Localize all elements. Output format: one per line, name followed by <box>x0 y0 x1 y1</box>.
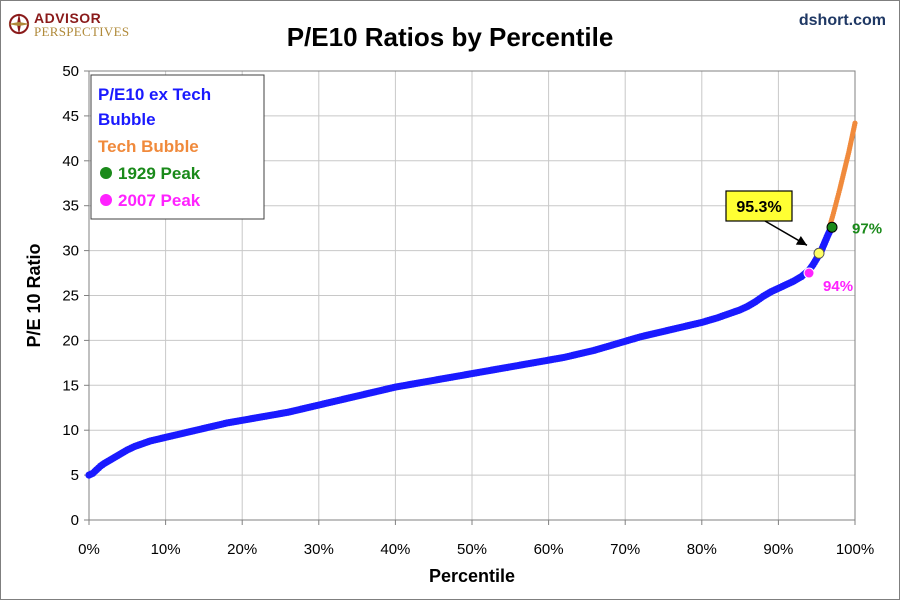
peak-1929-label: 97% <box>852 220 882 237</box>
y-tick-label: 20 <box>62 332 79 349</box>
x-tick-label: 90% <box>763 541 793 558</box>
legend-2007-peak-dot <box>100 194 112 206</box>
x-tick-label: 50% <box>457 541 487 558</box>
y-tick-label: 15 <box>62 377 79 394</box>
x-tick-label: 10% <box>151 541 181 558</box>
x-tick-label: 30% <box>304 541 334 558</box>
x-tick-label: 60% <box>534 541 564 558</box>
y-tick-label: 25 <box>62 288 79 305</box>
callout-box <box>725 190 793 222</box>
legend-1929-peak: 1929 Peak <box>118 164 201 183</box>
y-tick-label: 40 <box>62 153 79 170</box>
legend-ex-tech-line2: Bubble <box>98 110 156 129</box>
y-tick-label: 35 <box>62 198 79 215</box>
logo-text-bottom: PERSPECTIVES <box>34 24 130 39</box>
chart-title: P/E10 Ratios by Percentile <box>286 22 614 52</box>
legend-2007-peak: 2007 Peak <box>118 191 201 210</box>
callout-arrow-head <box>795 235 807 246</box>
tech-bubble-point <box>852 120 858 126</box>
logo-text-top: ADVISOR <box>34 10 102 26</box>
x-tick-label: 40% <box>380 541 410 558</box>
site-label: dshort.com <box>798 12 886 29</box>
y-axis-ticks: 0 5 10 15 20 25 30 35 40 45 50 <box>62 63 89 529</box>
legend-tech-bubble: Tech Bubble <box>98 137 199 156</box>
advisor-perspectives-logo: ADVISOR PERSPECTIVES <box>8 8 158 40</box>
current-callout: 95.3% <box>725 190 808 246</box>
y-tick-label: 50 <box>62 63 79 80</box>
x-tick-label: 100% <box>836 541 874 558</box>
x-axis-label: Percentile <box>429 566 515 586</box>
y-tick-label: 30 <box>62 243 79 260</box>
x-tick-label: 0% <box>78 541 100 558</box>
x-axis-ticks: 0% 10% 20% 30% 40% 50% 60% 70% 80% 90% 100% <box>78 520 874 558</box>
y-tick-label: 10 <box>62 422 79 439</box>
series-layer <box>85 120 858 479</box>
callout-label: 95.3% <box>736 199 781 216</box>
legend-box <box>90 74 265 220</box>
x-tick-label: 70% <box>610 541 640 558</box>
y-tick-label: 0 <box>71 512 79 529</box>
peak-1929-marker <box>826 221 838 233</box>
peak-2007-label: 94% <box>823 278 853 295</box>
highlight-markers: 97% 94% <box>803 220 882 295</box>
y-tick-label: 45 <box>62 108 79 125</box>
x-tick-label: 20% <box>227 541 257 558</box>
compass-icon <box>8 13 30 35</box>
x-tick-label: 80% <box>687 541 717 558</box>
legend: P/E10 ex Tech Bubble Tech Bubble 1929 Peak 2… <box>90 74 265 220</box>
legend-ex-tech-line1: P/E10 ex Tech <box>98 85 211 104</box>
peak-2007-marker <box>803 267 815 279</box>
legend-1929-peak-dot <box>100 167 112 179</box>
y-axis-label: P/E 10 Ratio <box>24 243 44 347</box>
current-marker <box>813 247 825 259</box>
y-tick-label: 5 <box>71 467 79 484</box>
